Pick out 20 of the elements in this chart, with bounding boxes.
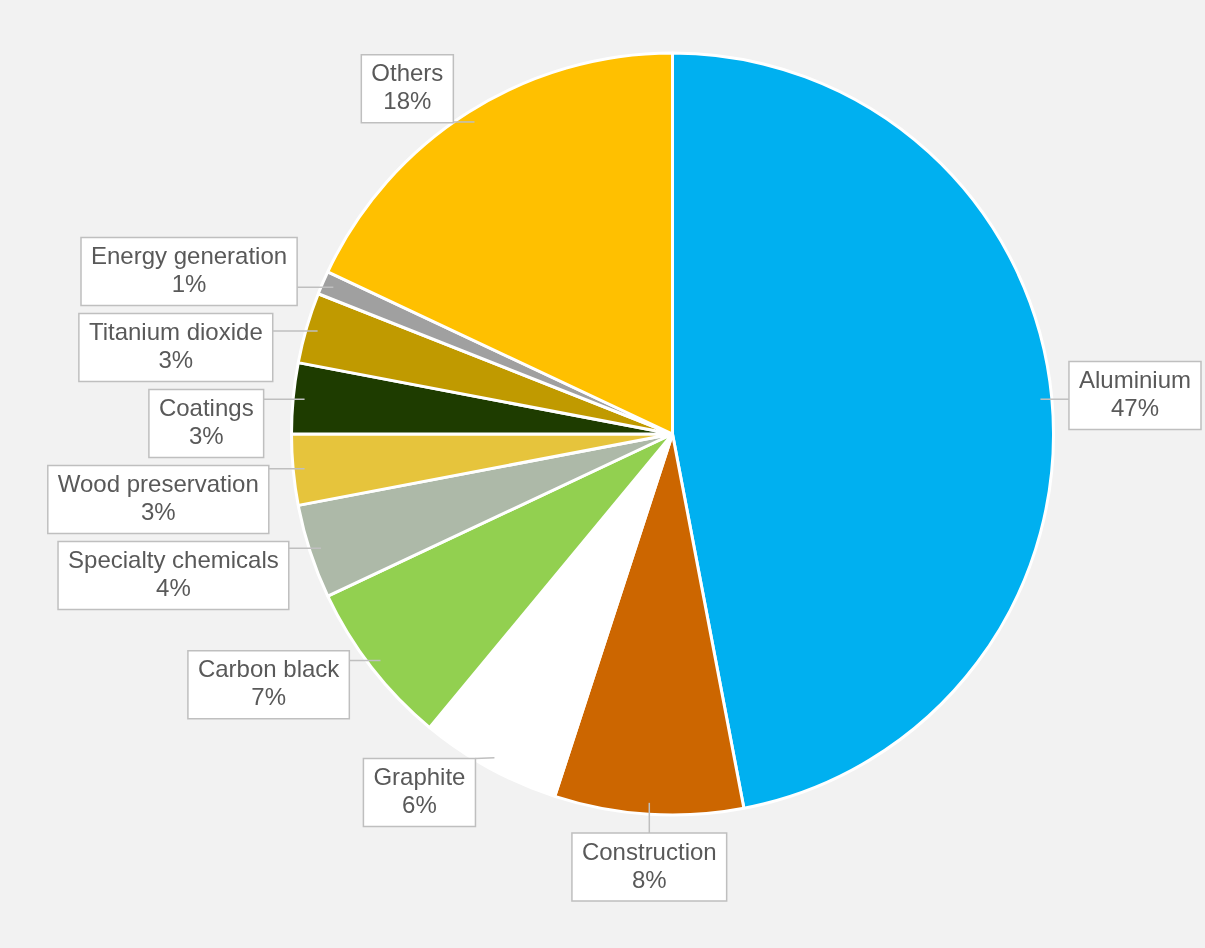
slice-label: Coatings xyxy=(158,394,254,422)
data-label: 47% xyxy=(1110,394,1160,422)
slice-label: Wood preservation xyxy=(57,470,259,498)
slice-label: Titanium dioxide xyxy=(88,318,263,346)
data-label: 6% xyxy=(402,791,437,819)
slice-label: Aluminium xyxy=(1078,366,1191,394)
slice-label: Others xyxy=(371,59,444,87)
data-label: 18% xyxy=(383,87,432,115)
data-label: 4% xyxy=(156,574,191,602)
slice-label: Graphite xyxy=(373,763,466,791)
data-label: 7% xyxy=(251,683,286,711)
data-label: 3% xyxy=(158,346,194,374)
slice-label: Energy generation xyxy=(91,242,288,270)
slice-label: Specialty chemicals xyxy=(68,546,279,574)
slice-label: Carbon black xyxy=(197,655,341,683)
data-label: 1% xyxy=(171,270,207,298)
data-label: 8% xyxy=(631,865,667,893)
slice-label: Construction xyxy=(581,837,717,865)
data-label: 3% xyxy=(140,498,176,526)
data-label: 3% xyxy=(188,422,224,450)
